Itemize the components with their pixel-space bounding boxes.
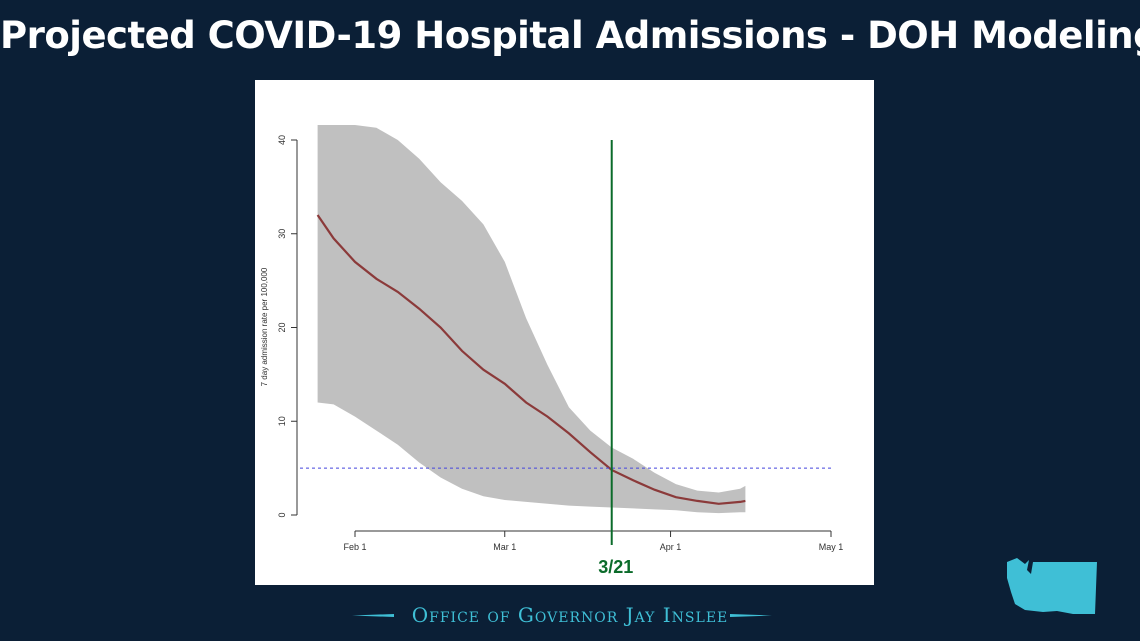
date-marker-label: 3/21 — [598, 557, 633, 577]
y-axis-label: 7 day admission rate per 100,000 — [260, 267, 269, 386]
y-tick-label: 0 — [277, 512, 287, 517]
x-tick-label: Feb 1 — [343, 542, 366, 552]
y-tick-label: 30 — [277, 229, 287, 239]
footer-text: Office of Governor Jay Inslee — [411, 603, 729, 627]
x-tick-label: May 1 — [819, 542, 844, 552]
chart-panel: 0 10 20 30 40 7 day admission rate per 100,00… — [255, 80, 874, 585]
page-title: Projected COVID-19 Hospital Admissions -… — [0, 14, 1140, 57]
footer-rule-left — [352, 614, 394, 617]
footer: Office of Governor Jay Inslee — [0, 600, 1140, 630]
y-tick-label: 40 — [277, 135, 287, 145]
y-tick-label: 10 — [277, 416, 287, 426]
hospital-admissions-chart: 0 10 20 30 40 7 day admission rate per 100,00… — [260, 125, 844, 577]
x-tick-label: Apr 1 — [660, 542, 682, 552]
footer-rule-right — [730, 614, 772, 617]
washington-state-icon — [1007, 558, 1097, 614]
y-tick-label: 20 — [277, 322, 287, 332]
confidence-band — [317, 125, 746, 514]
x-tick-label: Mar 1 — [493, 542, 516, 552]
median-line — [316, 214, 746, 505]
